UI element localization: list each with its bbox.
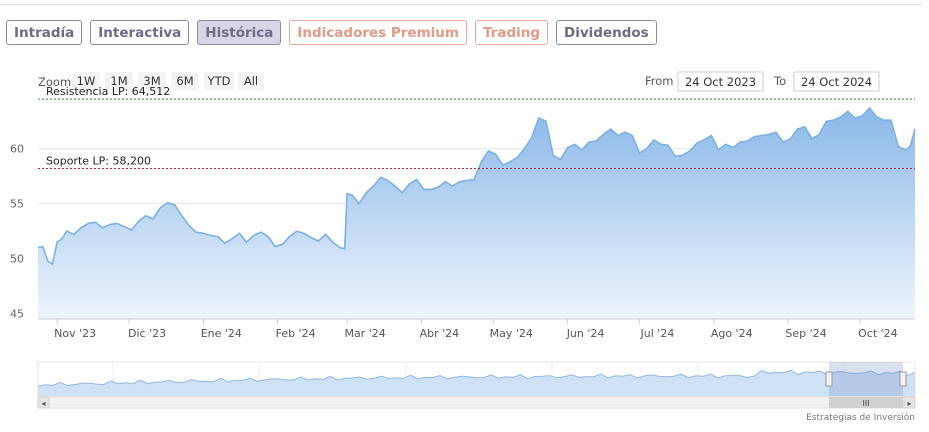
- range-button-label: 3M: [143, 74, 160, 88]
- tab-intradia[interactable]: Intradía: [6, 20, 83, 45]
- x-tick-label: Ago '24: [711, 327, 753, 340]
- navigator-selection[interactable]: [829, 362, 903, 396]
- tab-indicadores-premium[interactable]: Indicadores Premium: [289, 20, 467, 45]
- reference-line-label: Resistencia LP: 64,512: [46, 85, 170, 98]
- scrollbar-thumb[interactable]: [829, 397, 903, 408]
- range-button-label: 1W: [77, 74, 96, 88]
- tab-historica[interactable]: Histórica: [197, 20, 282, 45]
- tab-dividendos[interactable]: Dividendos: [556, 20, 657, 45]
- price-area: [38, 108, 915, 319]
- range-button-label: YTD: [207, 74, 231, 88]
- credits-text: Estrategias de Inversión: [806, 412, 915, 423]
- y-tick-label: 50: [10, 253, 24, 266]
- scrollbar-right-arrow-icon: ▸: [907, 399, 911, 408]
- zoom-label: Zoom: [38, 75, 71, 89]
- navigator-area: [38, 370, 915, 396]
- scrollbar-grip: III: [862, 399, 869, 408]
- navigator-handle-left[interactable]: [825, 371, 833, 387]
- range-button-ytd[interactable]: [204, 72, 234, 90]
- scrollbar-track[interactable]: [37, 396, 916, 409]
- y-tick-label: 55: [10, 198, 24, 211]
- x-tick-label: Ene '24: [201, 327, 242, 340]
- range-button-1m[interactable]: [105, 72, 133, 90]
- price-line: [37, 106, 916, 266]
- navigator-line: [37, 369, 916, 387]
- x-tick-label: Abr '24: [420, 327, 460, 340]
- to-date-value: 24 Oct 2024: [801, 75, 872, 89]
- x-tick-label: Sep '24: [785, 327, 826, 340]
- range-button-label: All: [244, 74, 258, 88]
- from-date-input[interactable]: [677, 71, 764, 92]
- scrollbar-left-button[interactable]: [37, 396, 50, 409]
- x-tick-label: Oct '24: [858, 327, 898, 340]
- x-tick-label: Feb '24: [276, 327, 316, 340]
- range-button-3m[interactable]: [138, 72, 166, 90]
- view-tabs: Intradía Interactiva Histórica Indicadores …: [6, 20, 657, 45]
- x-tick-label: Mar '24: [344, 327, 385, 340]
- to-label: To: [773, 74, 786, 88]
- navigator-handle-right[interactable]: [899, 371, 907, 387]
- tab-interactiva[interactable]: Interactiva: [90, 20, 190, 45]
- tab-trading[interactable]: Trading: [474, 20, 549, 45]
- range-button-1w[interactable]: [72, 72, 100, 90]
- range-button-all[interactable]: [238, 72, 264, 90]
- scrollbar-left-arrow-icon: ◂: [41, 399, 45, 408]
- x-tick-label: Jul '24: [640, 327, 675, 340]
- x-tick-label: Dic '23: [128, 327, 166, 340]
- x-tick-label: Jun '24: [566, 327, 605, 340]
- y-tick-label: 60: [10, 143, 24, 156]
- y-tick-label: 45: [10, 308, 24, 321]
- top-divider: [0, 4, 922, 5]
- range-button-label: 1M: [110, 74, 127, 88]
- from-label: From: [645, 74, 674, 88]
- scrollbar-right-button[interactable]: [903, 396, 916, 409]
- reference-line-label: Soporte LP: 58,200: [46, 155, 151, 168]
- range-button-label: 6M: [176, 74, 193, 88]
- from-date-value: 24 Oct 2023: [685, 75, 756, 89]
- x-tick-label: May '24: [490, 327, 533, 340]
- range-button-6m[interactable]: [171, 72, 199, 90]
- to-date-input[interactable]: [793, 71, 880, 92]
- x-tick-label: Nov '23: [54, 327, 96, 340]
